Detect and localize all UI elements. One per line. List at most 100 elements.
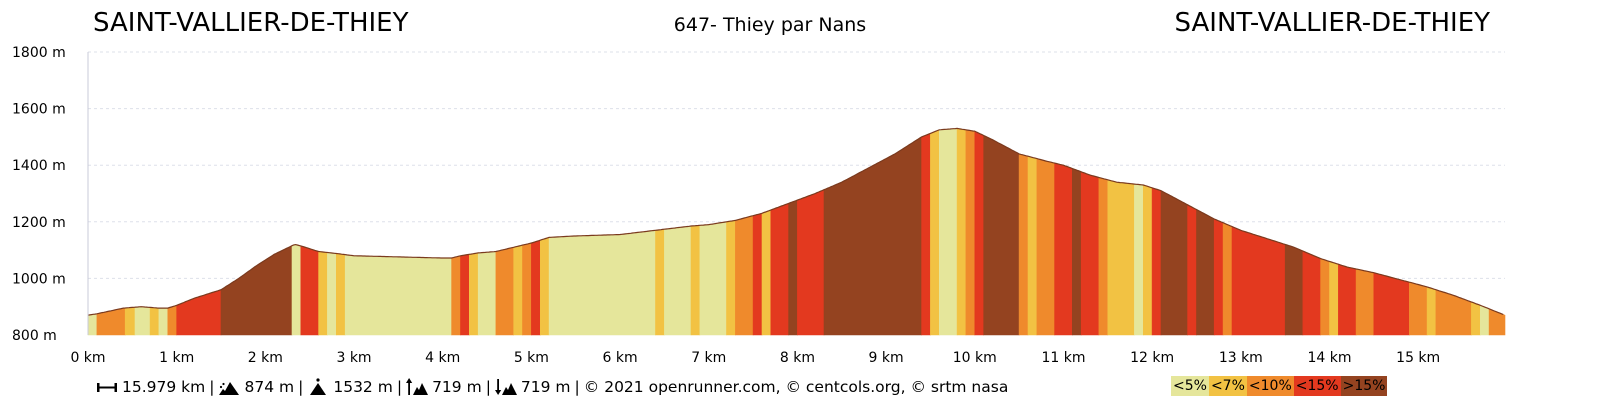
- grade-band: [513, 244, 523, 336]
- grade-band: [1098, 177, 1109, 336]
- grade-band: [1488, 308, 1506, 336]
- profile-outline: [87, 127, 1504, 316]
- y-axis-ticks: 800 m 1000 m 1200 m 1400 m 1600 m 1800 m: [12, 45, 66, 344]
- legend-item-lt10: <10%: [1246, 376, 1294, 396]
- elevation-profile-chart: 800 m 1000 m 1200 m 1400 m 1600 m 1800 m 0 km…: [12, 45, 1506, 366]
- grade-band: [983, 135, 1020, 336]
- ascent-icon: [406, 378, 429, 395]
- grade-band: [1213, 218, 1224, 336]
- x-tick-label: 8 km: [780, 350, 815, 366]
- grade-band: [149, 307, 160, 336]
- grade-band: [921, 132, 931, 336]
- grade-band: [1222, 222, 1233, 336]
- x-tick-label: 14 km: [1307, 350, 1351, 366]
- start-location-label: SAINT-VALLIER-DE-THIEY: [93, 8, 409, 38]
- grade-band: [938, 128, 958, 336]
- grade-band: [327, 252, 337, 336]
- x-tick-label: 7 km: [691, 350, 726, 366]
- climb-icon: [219, 382, 240, 395]
- grade-band: [1480, 304, 1490, 336]
- ascent-value: 719 m: [432, 378, 482, 396]
- legend-item-lt5: <5%: [1171, 376, 1209, 396]
- grade-band: [1409, 281, 1428, 336]
- grade-band: [1196, 208, 1215, 336]
- grade-band: [1018, 153, 1029, 336]
- grade-band: [956, 128, 967, 336]
- descent-value: 719 m: [520, 378, 571, 396]
- x-tick-label: 13 km: [1219, 350, 1263, 366]
- grade-band: [1080, 171, 1100, 336]
- grade-band: [1284, 243, 1304, 336]
- grade-band: [930, 129, 940, 336]
- x-tick-label: 9 km: [869, 350, 904, 366]
- end-location-label: SAINT-VALLIER-DE-THIEY: [1174, 8, 1490, 38]
- grade-band: [1160, 190, 1188, 336]
- grade-band: [531, 239, 541, 336]
- grade-band: [1338, 263, 1357, 336]
- grade-band: [1329, 260, 1339, 336]
- grade-band: [699, 221, 727, 336]
- grade-band: [1373, 272, 1410, 336]
- legend-item-lt7: <7%: [1208, 376, 1247, 396]
- x-tick-label: 10 km: [953, 350, 997, 366]
- grade-band: [1187, 204, 1197, 336]
- grade-band: [87, 313, 98, 336]
- grade-band: [460, 253, 470, 336]
- grade-band: [300, 245, 319, 336]
- y-tick-label: 1200 m: [12, 215, 66, 231]
- grade-band: [134, 306, 151, 336]
- grade-band: [664, 225, 692, 336]
- grade-band: [468, 252, 479, 336]
- x-tick-label: 5 km: [514, 350, 549, 366]
- x-tick-label: 3 km: [336, 350, 371, 366]
- grade-band: [752, 212, 763, 336]
- grade-band: [451, 255, 461, 336]
- grade-band: [318, 251, 328, 336]
- descent-icon: [494, 379, 517, 395]
- grade-band: [335, 253, 346, 336]
- summit-icon: [310, 378, 327, 395]
- y-tick-label: 1800 m: [12, 45, 66, 61]
- grade-band: [539, 236, 550, 336]
- x-tick-label: 15 km: [1396, 350, 1440, 366]
- sep: |: [485, 378, 491, 396]
- grade-band: [1471, 301, 1481, 336]
- sep: |: [574, 378, 580, 396]
- grade-band: [124, 306, 136, 336]
- max-altitude-value: 1532 m: [333, 378, 393, 396]
- grade-band: [1072, 168, 1082, 336]
- grade-band: [495, 246, 515, 336]
- total-climb-value: 874 m: [244, 378, 295, 396]
- grade-band: [158, 307, 169, 336]
- grade-band: [974, 130, 985, 336]
- grade-band: [726, 220, 736, 336]
- route-stats: 15.979 km | 874 m | 1532 m | 719 m | 719…: [96, 378, 1008, 396]
- chart-title: 647- Thiey par Nans: [673, 14, 867, 36]
- grade-band: [522, 242, 532, 336]
- grade-band: [823, 136, 922, 336]
- sep: |: [209, 378, 215, 396]
- grade-band: [1036, 158, 1055, 336]
- grade-band: [770, 202, 789, 336]
- grade-band: [96, 307, 126, 336]
- x-axis-ticks: 0 km 1 km 2 km 3 km 4 km 5 km 6 km 7 km 8 km 9 km…: [70, 350, 1440, 366]
- y-tick-label: 800 m: [12, 328, 57, 344]
- grade-band: [1435, 289, 1472, 336]
- x-tick-label: 4 km: [425, 350, 460, 366]
- x-tick-label: 6 km: [603, 350, 638, 366]
- x-tick-label: 12 km: [1130, 350, 1174, 366]
- grade-band: [761, 209, 772, 336]
- y-tick-label: 1400 m: [12, 158, 66, 174]
- grade-band: [965, 129, 976, 336]
- grade-legend: <5% <7% <10% <15% >15%: [1171, 376, 1388, 396]
- grade-band: [1107, 179, 1135, 336]
- grade-band: [1320, 258, 1330, 336]
- grade-band: [1143, 184, 1153, 336]
- distance-icon: [97, 383, 117, 392]
- y-tick-label: 1000 m: [12, 271, 66, 287]
- grade-band: [735, 215, 754, 336]
- legend-item-gt15: >15%: [1340, 376, 1388, 396]
- grade-band: [690, 224, 701, 336]
- grade-band: [477, 251, 497, 336]
- sep: |: [396, 378, 403, 396]
